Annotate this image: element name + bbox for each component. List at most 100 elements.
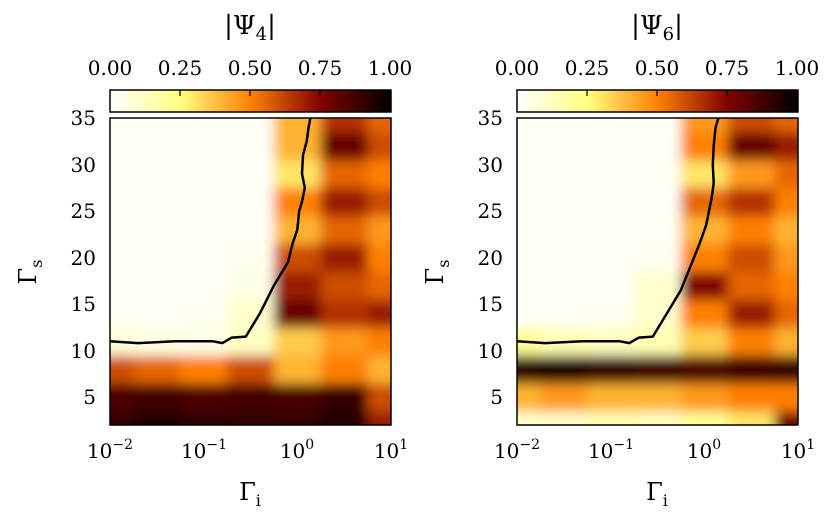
y-tick-label: 30	[71, 153, 96, 177]
heatmap-cell	[273, 187, 322, 217]
heatmap-cell	[517, 383, 541, 412]
heatmap-cell	[634, 131, 682, 161]
heatmap-cell	[273, 411, 322, 425]
heatmap-cell	[180, 355, 228, 384]
heatmap-cell	[727, 383, 776, 412]
heatmap-cells	[517, 118, 798, 425]
heatmap-cell	[774, 327, 798, 356]
phase-boundary-line	[110, 118, 312, 345]
heatmap-cell	[634, 355, 682, 384]
heatmap-cell	[517, 271, 541, 300]
heatmap-cell	[727, 411, 776, 425]
colorbar-tick-label: 0.25	[565, 56, 610, 80]
colorbar-tick-label: 0.00	[495, 56, 540, 80]
y-axis-ticks: 5 10 15 20 25 30 35	[71, 106, 96, 409]
heatmap-cell	[320, 383, 369, 412]
x-axis-ticks: 10−2 10−1 100 101	[87, 437, 408, 463]
heatmap-cell	[133, 271, 181, 300]
heatmap-cell	[587, 131, 635, 161]
heatmap-cell	[133, 131, 181, 161]
heatmap-cell	[273, 355, 322, 384]
heatmap-cell	[273, 383, 322, 412]
plot-frame	[109, 117, 392, 426]
heatmap-cell	[110, 299, 134, 328]
colorbar-tick-label: 0.00	[88, 56, 133, 80]
heatmap-cell	[517, 411, 541, 425]
heatmap-cell	[634, 383, 682, 412]
heatmap-cell	[180, 243, 228, 272]
heatmap-cell	[727, 131, 776, 161]
heatmap-cell	[320, 299, 369, 328]
heatmap-cell	[587, 187, 635, 217]
colorbar-tick-label: 0.50	[228, 56, 273, 80]
y-tick-label: 5	[490, 385, 503, 409]
colorbar-tick-label: 0.25	[158, 56, 203, 80]
y-tick-label: 20	[478, 246, 503, 270]
panel-psi4: |Ψ4| 0.00 0.25 0.50 0.75 1.00 5 10 15 20…	[14, 11, 413, 510]
heatmap-cell	[634, 271, 682, 300]
heatmap-cell	[634, 411, 682, 425]
heatmap-cell	[680, 299, 729, 328]
heatmap-cell	[273, 243, 322, 272]
heatmap-cell	[367, 299, 391, 328]
heatmap-cell	[133, 243, 181, 272]
heatmap-cell	[727, 327, 776, 356]
heatmap-cell	[774, 131, 798, 161]
heatmap-cell	[273, 327, 322, 356]
x-tick-label: 10−2	[87, 437, 133, 463]
heatmap-cell	[540, 355, 588, 384]
plot-frame	[516, 117, 799, 426]
y-tick-label: 35	[71, 106, 96, 130]
heatmap-cell	[133, 383, 181, 412]
heatmap-cell	[517, 355, 541, 384]
heatmap-cell	[587, 118, 635, 133]
heatmap-cell	[727, 118, 776, 133]
heatmap-cell	[273, 271, 322, 300]
heatmap-cell	[774, 187, 798, 217]
heatmap-cell	[133, 187, 181, 217]
heatmap-area	[517, 118, 798, 425]
heatmap-cell	[634, 159, 682, 189]
heatmap-cell	[110, 215, 134, 245]
heatmap-cell	[517, 215, 541, 245]
heatmap-cell	[227, 383, 275, 412]
heatmap-cell	[540, 271, 588, 300]
heatmap-cell	[774, 355, 798, 384]
heatmap-cell	[727, 355, 776, 384]
heatmap-cell	[634, 243, 682, 272]
heatmap-cell	[227, 243, 275, 272]
y-tick-label: 20	[71, 246, 96, 270]
heatmap-cell	[367, 411, 391, 425]
y-tick-label: 25	[478, 199, 503, 223]
heatmap-cell	[227, 411, 275, 425]
heatmap-cells	[110, 118, 391, 425]
heatmap-cell	[774, 159, 798, 189]
heatmap-cell	[517, 299, 541, 328]
colorbar-title: |Ψ6|	[631, 11, 683, 45]
heatmap-cell	[133, 299, 181, 328]
heatmap-cell	[273, 159, 322, 189]
heatmap-cell	[727, 299, 776, 328]
y-tick-label: 10	[71, 339, 96, 363]
heatmap-cell	[774, 271, 798, 300]
y-tick-label: 5	[83, 385, 96, 409]
heatmap-cell	[320, 271, 369, 300]
heatmap-cell	[367, 327, 391, 356]
heatmap-cell	[133, 159, 181, 189]
heatmap-cell	[320, 411, 369, 425]
heatmap-cell	[774, 383, 798, 412]
colorbar-title: |Ψ4|	[224, 11, 276, 45]
panel-psi6: |Ψ6| 0.00 0.25 0.50 0.75 1.00 5 10 15 20…	[421, 11, 819, 510]
heatmap-cell	[727, 215, 776, 245]
colorbar-tick-labels: 0.00 0.25 0.50 0.75 1.00	[88, 56, 413, 80]
x-tick-label: 10−1	[181, 437, 227, 463]
heatmap-cell	[133, 355, 181, 384]
heatmap-cell	[273, 299, 322, 328]
heatmap-cell	[227, 159, 275, 189]
heatmap-cell	[367, 159, 391, 189]
heatmap-cell	[180, 383, 228, 412]
heatmap-cell	[367, 118, 391, 133]
heatmap-cell	[774, 243, 798, 272]
y-tick-label: 10	[478, 339, 503, 363]
